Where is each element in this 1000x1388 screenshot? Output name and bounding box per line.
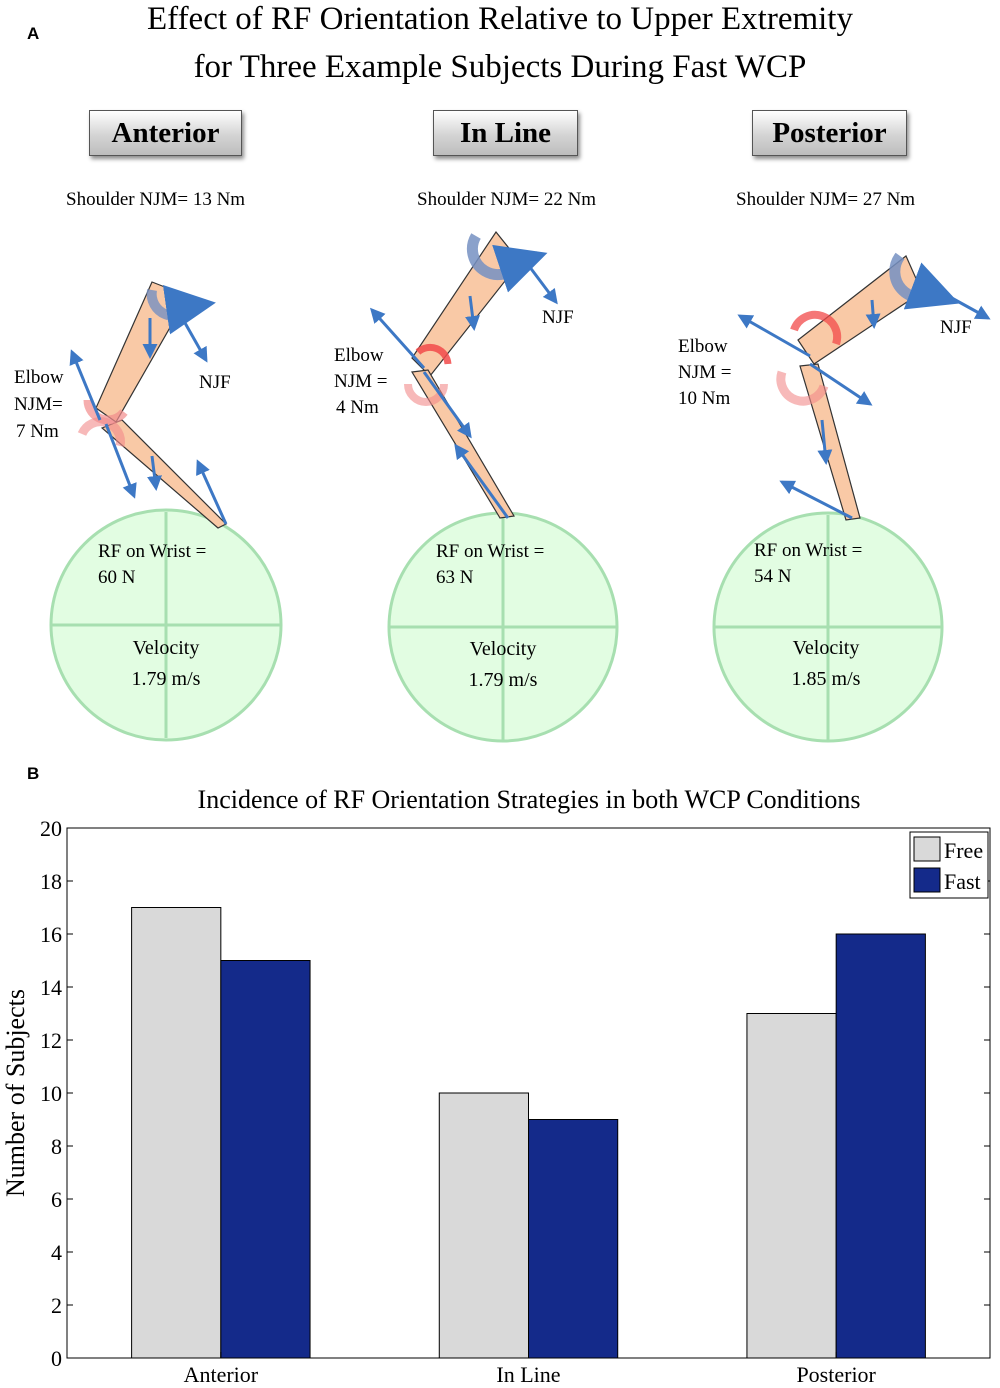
posterior-upper-arm [797,255,923,365]
inline-elbow-label-3: 4 Nm [336,397,379,418]
inline-upper-arm [411,230,521,377]
bar-free-posterior [746,1013,837,1359]
posterior-elbow-label-1: Elbow [678,336,728,357]
anterior-shoulder-njm: Shoulder NJM= 13 Nm [66,189,246,210]
posterior-rf-label: RF on Wrist = [754,540,863,561]
bar-fast-in-line [528,1119,619,1359]
inline-elbow-label-2: NJM = [334,371,388,392]
inline-diagram [369,230,619,743]
bar-fast-anterior [220,960,311,1359]
panel-a-letter: A [27,24,40,43]
legend-free-label: Free [944,838,983,863]
anterior-velocity-label: Velocity [132,637,200,659]
anterior-elbow-label-3: 7 Nm [16,421,59,442]
posterior-njf-label: NJF [940,317,972,338]
chart-title: Incidence of RF Orientation Strategies i… [198,785,861,814]
anterior-velocity-value: 1.79 m/s [131,668,201,690]
posterior-label-button: Posterior [752,110,907,156]
legend-free-swatch [913,836,941,862]
y-tick-label: 6 [51,1187,62,1212]
inline-njf-label: NJF [542,307,574,328]
x-tick-label: Anterior [184,1362,259,1387]
posterior-diagram [712,252,991,743]
bar-free-in-line [438,1092,530,1359]
posterior-velocity-value: 1.85 m/s [791,668,861,690]
legend-fast-label: Fast [944,869,981,894]
legend-fast-swatch [913,867,941,893]
bar-chart: Incidence of RF Orientation Strategies i… [1,785,991,1387]
inline-elbow-label-1: Elbow [334,345,384,366]
inline-rf-label: RF on Wrist = [436,541,545,562]
panel-b-letter: B [27,764,40,783]
posterior-elbow-label-2: NJM = [678,362,732,383]
anterior-diagram [49,281,283,742]
anterior-elbow-label-1: Elbow [14,367,64,388]
posterior-elbow-label-3: 10 Nm [678,388,731,409]
anterior-rf-label: RF on Wrist = [98,541,207,562]
anterior-label-button: Anterior [89,110,242,156]
posterior-shoulder-njm: Shoulder NJM= 27 Nm [736,189,916,210]
y-tick-label: 10 [40,1081,62,1106]
bar-fast-posterior [835,933,926,1359]
y-tick-label: 8 [51,1134,62,1159]
inline-rf-value: 63 N [436,567,474,588]
bar-free-anterior [131,907,222,1359]
anterior-elbow-label-2: NJM= [14,394,63,415]
posterior-velocity-label: Velocity [792,637,860,659]
y-tick-label: 18 [40,869,62,894]
posterior-rf-value: 54 N [754,566,792,587]
panel-a-title-line2: for Three Example Subjects During Fast W… [193,49,807,85]
y-tick-label: 16 [40,922,62,947]
inline-velocity-value: 1.79 m/s [468,669,538,691]
inline-velocity-label: Velocity [469,638,537,660]
x-tick-label: Posterior [796,1362,876,1387]
y-tick-label: 0 [51,1346,62,1371]
anterior-rf-value: 60 N [98,567,136,588]
inline-shoulder-njm: Shoulder NJM= 22 Nm [417,189,597,210]
anterior-njf-label: NJF [199,372,231,393]
arm-diagrams [49,230,991,743]
panel-a-title-line1: Effect of RF Orientation Relative to Upp… [147,1,853,37]
y-tick-label: 4 [51,1240,62,1265]
inline-label-button: In Line [433,110,578,156]
x-tick-label: In Line [496,1362,560,1387]
y-axis-label: Number of Subjects [1,989,30,1197]
y-tick-label: 14 [40,975,62,1000]
y-tick-label: 12 [40,1028,62,1053]
legend: Free Fast [909,831,989,899]
y-tick-label: 2 [51,1293,62,1318]
y-tick-label: 20 [40,816,62,841]
inline-forearm [411,369,515,519]
